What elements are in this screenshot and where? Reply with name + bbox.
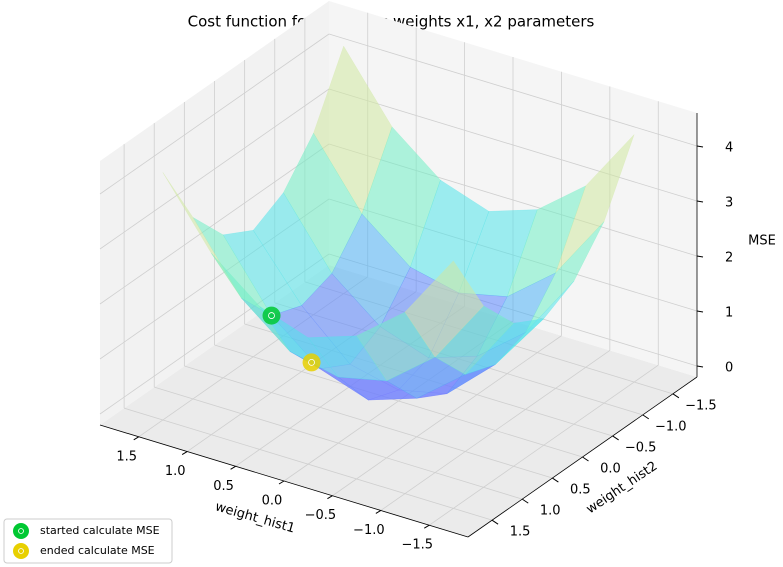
x-axis-label: weight_hist1 bbox=[213, 499, 296, 536]
tick-mark bbox=[642, 414, 650, 420]
tick-mark bbox=[672, 393, 680, 399]
grid-line bbox=[99, 143, 330, 305]
y-tick-label: −1.0 bbox=[655, 419, 687, 434]
grid-line bbox=[123, 407, 493, 521]
x-tick-label: 1.0 bbox=[165, 464, 186, 479]
surface-patch bbox=[307, 335, 388, 382]
x-tick-label: −1.0 bbox=[353, 523, 385, 538]
z-tick-label: 3 bbox=[725, 196, 733, 211]
grid-line bbox=[328, 88, 698, 202]
tick-mark bbox=[491, 519, 499, 525]
legend-label: started calculate MSE bbox=[40, 524, 160, 537]
x-tick-label: −1.5 bbox=[401, 538, 433, 553]
point bbox=[302, 353, 321, 372]
tick-mark bbox=[582, 456, 589, 462]
tick-mark bbox=[424, 524, 430, 529]
point-inner bbox=[308, 358, 315, 366]
tick-mark bbox=[181, 451, 188, 455]
y-tick-label: −0.5 bbox=[625, 440, 657, 455]
grid-line bbox=[184, 365, 553, 479]
x-tick-label: 1.5 bbox=[116, 449, 137, 464]
axis-line bbox=[99, 424, 469, 538]
legend-box bbox=[3, 518, 173, 564]
grid-line bbox=[214, 344, 583, 458]
grid-line bbox=[99, 88, 330, 250]
grid-line bbox=[154, 386, 523, 500]
y-tick-label: 1.0 bbox=[540, 504, 561, 519]
legend-marker bbox=[13, 523, 29, 539]
tick-mark bbox=[521, 498, 529, 504]
y-axis-label: weight_hist2 bbox=[584, 459, 661, 517]
tick-mark bbox=[696, 255, 704, 258]
y-tick-label: 0.5 bbox=[570, 483, 591, 498]
tick-mark bbox=[375, 510, 382, 514]
tick-mark bbox=[696, 310, 704, 313]
point bbox=[262, 306, 281, 325]
axis-line bbox=[467, 376, 698, 538]
tick-mark bbox=[327, 495, 333, 500]
point-inner bbox=[268, 312, 275, 319]
tick-mark bbox=[612, 435, 619, 441]
legend-label: ended calculate MSE bbox=[40, 544, 155, 557]
z-tick-label: 0 bbox=[725, 361, 733, 376]
tick-mark bbox=[230, 465, 236, 470]
tick-mark bbox=[133, 436, 139, 441]
z-tick-label: 1 bbox=[725, 306, 733, 321]
z-tick-label: 4 bbox=[725, 141, 733, 156]
z-axis-label: MSE bbox=[748, 234, 776, 249]
y-tick-label: 0.0 bbox=[600, 462, 621, 477]
surface-patch bbox=[356, 311, 436, 382]
tick-mark bbox=[696, 200, 704, 203]
tick-mark bbox=[696, 145, 704, 148]
grid-line bbox=[328, 33, 698, 147]
y-tick-label: 1.5 bbox=[510, 525, 531, 540]
x-tick-label: 0.0 bbox=[262, 494, 283, 509]
y-tick-label: −1.5 bbox=[685, 398, 717, 413]
tick-mark bbox=[278, 480, 285, 485]
surface-patch bbox=[404, 260, 484, 358]
x-tick-label: 0.5 bbox=[213, 479, 234, 494]
z-tick-label: 2 bbox=[725, 251, 733, 266]
tick-mark bbox=[552, 477, 559, 483]
grid-line bbox=[99, 33, 330, 195]
legend-marker-inner bbox=[18, 548, 24, 554]
legend-marker bbox=[13, 543, 29, 559]
x-tick-label: −0.5 bbox=[305, 508, 337, 523]
legend-marker-inner bbox=[18, 528, 24, 534]
tick-mark bbox=[696, 365, 704, 368]
